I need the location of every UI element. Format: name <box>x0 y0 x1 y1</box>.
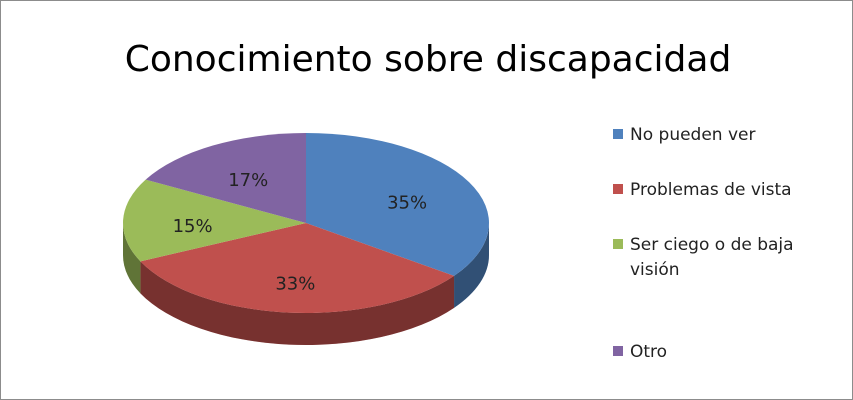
pie-slice <box>306 133 489 276</box>
pie-slice <box>145 133 306 223</box>
pie-slice <box>140 223 455 313</box>
legend-swatch <box>613 346 623 356</box>
legend-swatch <box>613 129 623 139</box>
pie-slice <box>123 179 307 262</box>
legend-label: Ser ciego o de baja visión <box>630 235 794 280</box>
legend-label: Otro <box>630 342 668 362</box>
legend-item: Ser ciego o de baja visión <box>613 233 830 283</box>
data-label: 33% <box>275 274 315 295</box>
legend-swatch <box>613 239 623 249</box>
pie-side-shade <box>454 223 489 308</box>
legend-label: Problemas de vista <box>630 180 792 200</box>
data-label: 17% <box>228 170 268 191</box>
data-label: 15% <box>173 216 213 237</box>
pie-side-shade <box>140 261 455 345</box>
data-label: 35% <box>387 193 427 214</box>
pie-side-shade <box>123 223 141 294</box>
pie-side <box>454 223 489 308</box>
pie-side <box>123 223 141 294</box>
pie-side <box>140 261 455 345</box>
chart-title: Conocimiento sobre discapacidad <box>125 39 732 80</box>
legend-swatch <box>613 184 623 194</box>
legend-item: Otro <box>613 340 830 365</box>
legend-item: No pueden ver <box>613 123 830 148</box>
legend-label: No pueden ver <box>630 125 756 145</box>
legend-item: Problemas de vista <box>613 178 830 203</box>
